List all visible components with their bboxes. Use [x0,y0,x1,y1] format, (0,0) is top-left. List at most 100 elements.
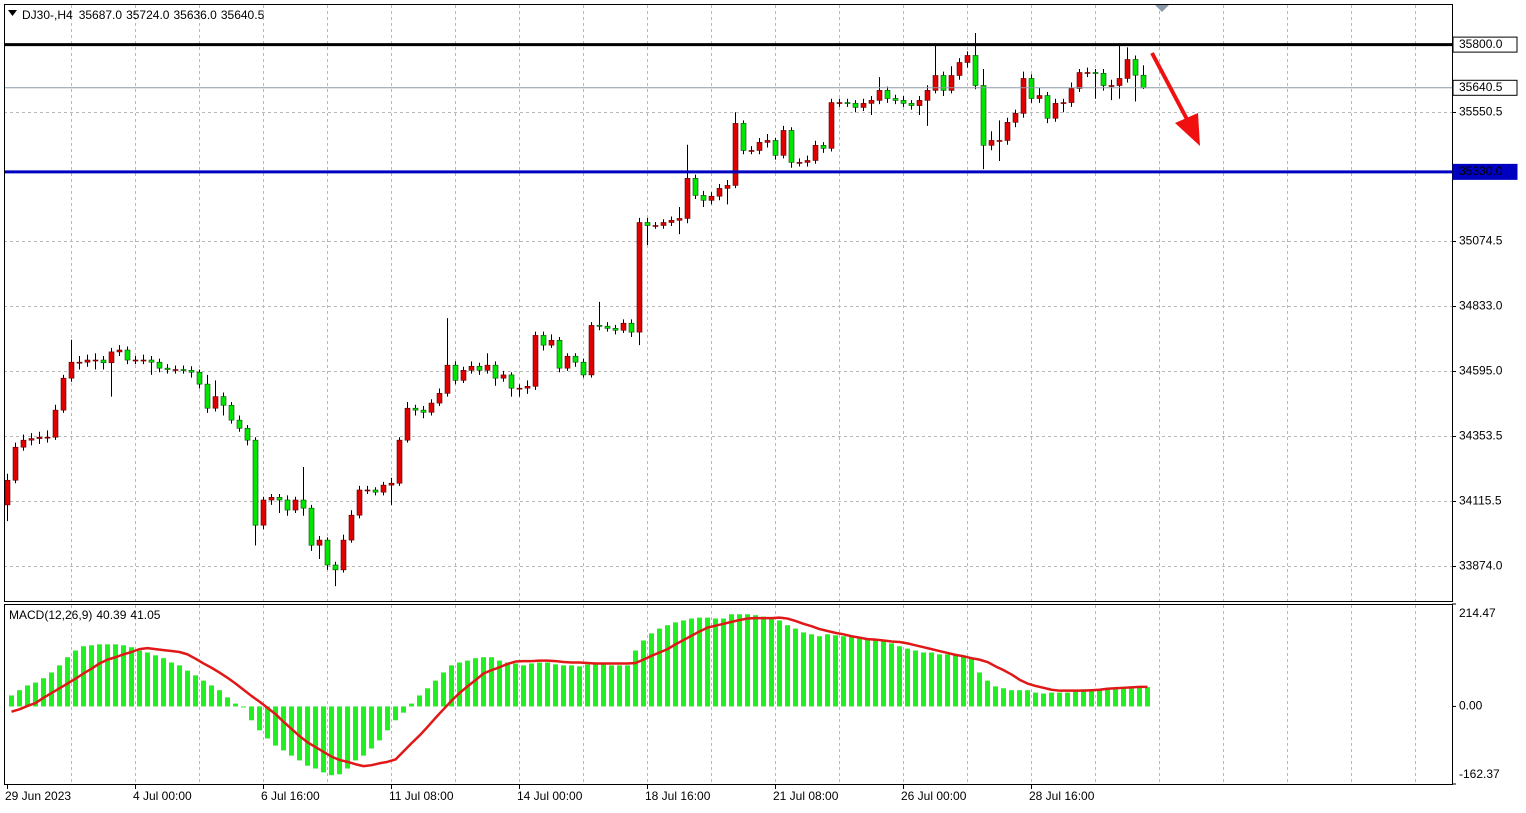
candle-body [972,55,979,86]
candle-body [764,140,771,143]
macd-bar [641,640,646,707]
candle-body [652,225,659,227]
macd-bar [545,662,550,707]
candle-body [604,325,611,329]
candle-body [396,439,403,484]
candle-body [868,100,875,104]
macd-bar [25,685,30,707]
candle-body [732,123,739,186]
macd-bar [233,703,238,707]
candle-body [316,539,323,546]
macd-bar [801,632,806,707]
macd-bar [489,657,494,707]
macd-bar [985,680,990,707]
candle-body [908,103,915,106]
macd-bar [521,665,526,707]
candle-body [484,364,491,371]
macd-bar [881,641,886,707]
macd-bar [377,706,382,741]
candle-body [916,100,923,106]
candle-body [996,140,1003,142]
macd-bar [289,706,294,756]
candle-body [1044,95,1051,119]
macd-bar [313,706,318,769]
h-line-label: 35800.0 [1459,37,1503,51]
candle-body [116,349,123,353]
candle-body [956,62,963,76]
candle-body [940,75,947,91]
candle-body [12,446,19,481]
candle-body [772,140,779,156]
macd-bar [1113,688,1118,707]
candle-body [444,364,451,394]
candle-body [404,407,411,441]
macd-bar [825,634,830,707]
h-line-label: 35640.5 [1459,80,1503,94]
candle-body [1068,88,1075,103]
candle-body [84,359,91,363]
candle-body [1092,72,1099,74]
macd-bar [305,706,310,766]
macd-bar [113,644,118,707]
macd-bar [905,648,910,707]
macd-bar [353,706,358,761]
macd-bar [969,658,974,707]
candle-body [300,499,307,509]
macd-bar [729,614,734,707]
macd-bar [505,662,510,707]
candle-body [796,162,803,164]
plot [4,32,1452,776]
macd-bar [513,663,518,707]
candle-body [780,130,787,156]
macd-bar [553,664,558,707]
candle-body [932,75,939,91]
candle-body [828,102,835,149]
candle-body [644,222,651,226]
candle-body [628,322,635,333]
candle-body [388,482,395,486]
x-tick-label: 6 Jul 16:00 [261,789,320,803]
candle-body [420,409,427,413]
candle-body [76,361,83,364]
macd-bar [497,660,502,707]
candle-body [140,359,147,362]
macd-bar [161,658,166,707]
macd-bar [49,672,54,707]
candle-body [620,322,627,331]
menu-arrow[interactable] [8,10,17,16]
macd-bar [177,665,182,707]
macd-bar [785,625,790,707]
macd-bar [1089,689,1094,707]
candle-body [180,369,187,371]
macd-bar [65,657,70,707]
candle-body [532,335,539,387]
candle-body [988,140,995,146]
macd-bar [689,618,694,707]
candle-body [1028,78,1035,99]
macd-bar [945,654,950,707]
macd-bar [529,663,534,707]
candle-body [60,377,67,411]
candle-body [460,370,467,381]
macd-bar [657,628,662,707]
macd-bar [953,654,958,707]
candle-body [948,75,955,91]
candle-body [468,365,475,371]
macd-bar [809,634,814,707]
macd-bar [1057,692,1062,707]
candle-body [428,402,435,413]
candle-body [380,484,387,493]
candle-body [476,365,483,371]
macd-bar [129,647,134,707]
macd-bar [193,675,198,707]
macd-bar [185,670,190,707]
macd-bar [585,664,590,707]
candle-body [852,103,859,108]
macd-bar [1145,687,1150,707]
macd-bar [401,706,406,713]
y-tick-label: 34115.5 [1459,494,1502,508]
candle-body [692,178,699,196]
macd-bar [713,618,718,707]
candle-body [892,98,899,101]
